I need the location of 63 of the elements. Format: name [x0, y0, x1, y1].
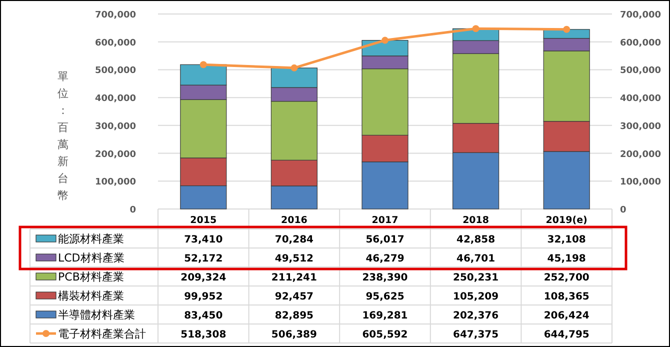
data-label: 202,376	[453, 310, 499, 322]
data-label: 252,700	[544, 272, 590, 284]
data-label: 83,450	[184, 310, 223, 322]
data-label: 52,172	[184, 254, 223, 264]
data-label: 32,108	[547, 234, 586, 246]
point	[472, 25, 480, 32]
y-axis-title: 單位：百萬新台幣	[58, 70, 68, 202]
y2-tick-label: 200,000	[620, 150, 661, 160]
y2-tick-label: 0	[620, 206, 626, 216]
y-tick-label: 300,000	[95, 122, 136, 132]
x-tick-label: 2018	[462, 215, 490, 226]
data-label: 82,895	[274, 310, 314, 322]
data-label: 605,592	[362, 330, 408, 340]
data-label: 211,241	[271, 272, 318, 284]
y-tick-label: 0	[130, 206, 136, 216]
y-tick-label: 500,000	[95, 66, 136, 76]
y2-tick-label: 400,000	[620, 94, 661, 104]
data-label: 73,410	[184, 234, 223, 246]
data-label: 105,209	[453, 292, 499, 302]
legend-label: LCD材料產業	[58, 252, 124, 264]
legend-label: 電子材料產業合計	[58, 328, 146, 340]
point	[290, 64, 298, 72]
y-tick-label: 600,000	[95, 38, 136, 48]
y-tick-label: 400,000	[95, 94, 136, 104]
x-tick-label: 2019(e)	[546, 215, 588, 226]
y2-tick-label: 700,000	[620, 10, 661, 20]
y2-tick-label: 300,000	[620, 122, 661, 132]
data-label: 56,017	[366, 234, 404, 246]
data-label: 42,858	[456, 234, 496, 246]
data-label: 46,701	[456, 254, 496, 264]
data-label: 95,625	[366, 292, 404, 302]
y-tick-label: 700,000	[95, 10, 136, 20]
data-label: 206,424	[544, 310, 590, 322]
data-label: 70,284	[274, 234, 314, 246]
data-label: 45,198	[547, 254, 586, 264]
data-label: 108,365	[544, 292, 590, 302]
legend-label: 半導體材料產業	[58, 308, 135, 322]
y2-tick-label: 600,000	[620, 38, 661, 48]
data-label: 518,308	[180, 330, 226, 340]
data-label: 647,375	[453, 330, 499, 340]
y2-tick-label: 500,000	[620, 66, 661, 76]
legend-label: PCB材料產業	[58, 270, 124, 284]
data-label: 169,281	[362, 310, 408, 322]
x-tick-label: 2016	[280, 215, 308, 226]
data-label: 250,231	[453, 272, 499, 284]
y-tick-label: 100,000	[95, 178, 136, 188]
point	[563, 26, 570, 33]
data-label: 92,457	[274, 292, 314, 302]
legend-label: 構裝材料產業	[58, 290, 124, 302]
legend-label: 能源材料產業	[58, 232, 124, 246]
y2-tick-label: 100,000	[620, 178, 661, 188]
data-label: 46,279	[366, 254, 404, 264]
data-label: 506,389	[271, 330, 318, 340]
data-label: 238,390	[362, 272, 408, 284]
data-label: 99,952	[184, 292, 223, 302]
data-label: 49,512	[274, 254, 314, 264]
x-tick-label: 2017	[372, 215, 398, 226]
data-label: 644,795	[544, 330, 590, 340]
point	[382, 36, 388, 44]
x-tick-label: 2015	[190, 215, 217, 226]
data-label: 209,324	[180, 272, 226, 284]
point	[200, 61, 207, 68]
y-tick-label: 200,000	[95, 150, 136, 160]
